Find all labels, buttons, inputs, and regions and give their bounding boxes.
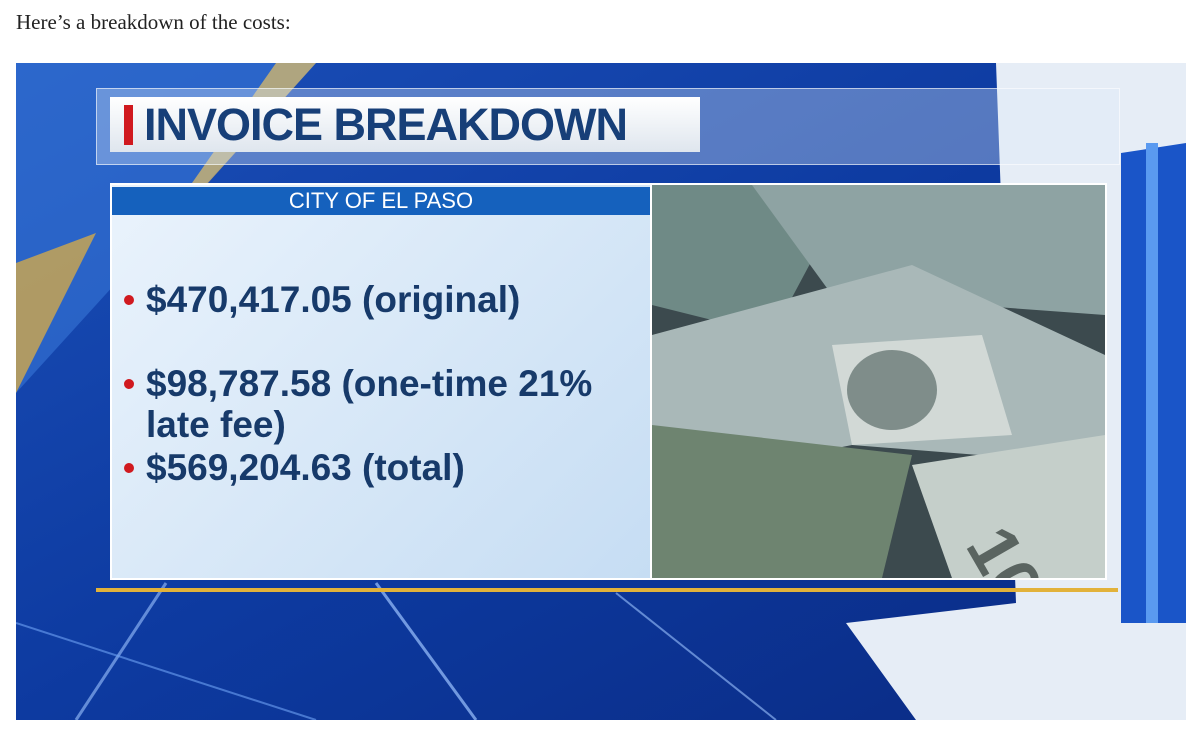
cost-item: $98,787.58 (one-time 21% late fee): [124, 363, 614, 445]
red-bar: [124, 105, 133, 145]
cost-text: $470,417.05 (original): [146, 279, 521, 320]
graphic-title: INVOICE BREAKDOWN: [144, 99, 628, 150]
content-panel: CITY OF EL PASO $470,417.05 (original) $…: [110, 183, 1107, 580]
news-graphic: INVOICE BREAKDOWN CITY OF EL PASO $470,4…: [16, 63, 1186, 720]
bullet: [124, 295, 134, 305]
cost-item: $470,417.05 (original): [124, 279, 624, 320]
cost-item: $569,204.63 (total): [124, 447, 624, 488]
panel-header: CITY OF EL PASO: [112, 187, 650, 215]
title-label: INVOICE BREAKDOWN: [110, 97, 700, 152]
bullet: [124, 379, 134, 389]
bullet: [124, 463, 134, 473]
text-panel: CITY OF EL PASO $470,417.05 (original) $…: [112, 185, 650, 578]
cost-text: $569,204.63 (total): [146, 447, 465, 488]
money-photo: 10: [652, 185, 1105, 578]
gold-rule: [96, 588, 1118, 592]
intro-text: Here’s a breakdown of the costs:: [16, 10, 291, 34]
cost-text: $98,787.58 (one-time 21% late fee): [146, 363, 593, 445]
